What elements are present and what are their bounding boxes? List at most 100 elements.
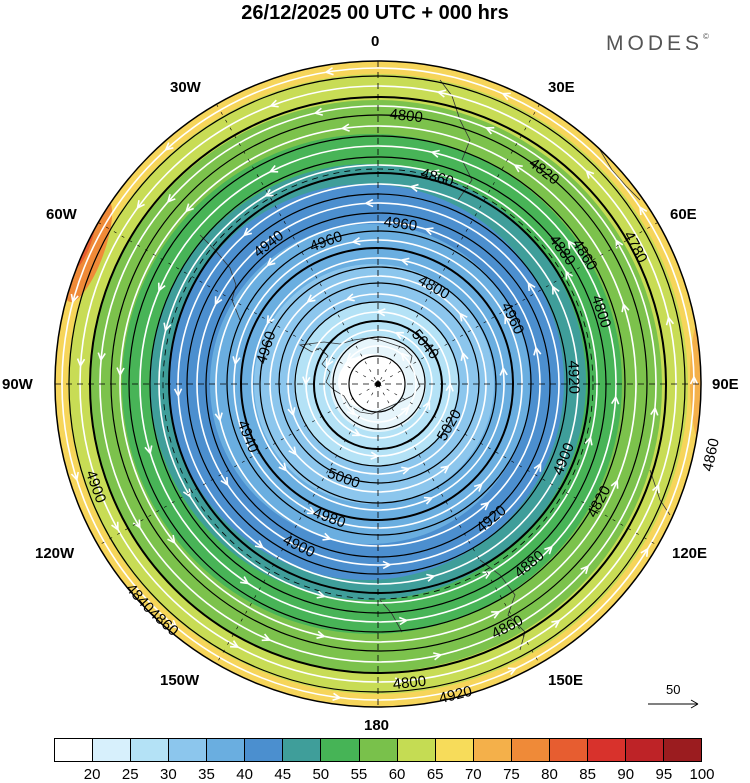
streamline-arrow (322, 532, 331, 541)
streamline-arrow (425, 227, 434, 236)
streamline-arrow (266, 257, 276, 266)
contour-label: 4960 (383, 213, 418, 234)
colorbar-swatch (206, 738, 245, 762)
streamline-arrow (287, 407, 296, 416)
label-30w: 30W (170, 79, 201, 96)
streamline-arrow (398, 616, 407, 626)
streamline-arrow (261, 633, 271, 642)
colorbar-swatch (396, 738, 435, 762)
streamline-arrow (314, 107, 324, 116)
streamline-arrow (567, 240, 576, 249)
streamline-arrow (565, 271, 574, 280)
streamline-arrow (167, 193, 176, 203)
height-contour (294, 301, 460, 467)
streamline-arrow (584, 437, 593, 446)
streamline-arrow (165, 142, 174, 151)
streamline-arrow (499, 367, 508, 376)
streamline-arrow (485, 126, 495, 135)
streamline-arrow (302, 376, 311, 385)
streamline-arrow (377, 308, 386, 317)
label-90w: 90W (2, 376, 33, 393)
speed-calm-center (338, 354, 406, 410)
colorbar-tick-label: 90 (617, 766, 635, 783)
streamline-arrow (316, 630, 325, 639)
colorbar-tick-label: 95 (655, 766, 673, 783)
colorbar-tick-label: 80 (541, 766, 558, 783)
colorbar-tick-label: 35 (198, 766, 215, 783)
streamline-arrow (232, 356, 241, 365)
streamline-arrow (306, 506, 316, 515)
colorbar-labels: 20 25 30 35 40 45 50 55 60 65 70 75 80 85 90 95 100 (54, 766, 715, 783)
streamline-arrow (365, 198, 374, 208)
streamline-arrow (480, 502, 490, 511)
colorbar-tick-label: 100 (689, 766, 715, 783)
colorbar-swatch (92, 738, 131, 762)
streamline-arrow (346, 406, 356, 416)
colorbar-swatch (663, 738, 703, 762)
streamline-arrow (580, 565, 589, 575)
reference-vector: 50 (646, 682, 706, 712)
streamline-arrow (422, 401, 431, 410)
label-120e: 120E (672, 545, 708, 562)
streamline-arrow (639, 206, 648, 216)
streamline-arrow (111, 521, 119, 531)
map-title: 26/12/2025 00 UTC + 000 hrs (241, 2, 509, 24)
streamline-arrow (394, 677, 403, 686)
streamline-arrow (352, 236, 361, 246)
colorbar-tick-label: 20 (83, 766, 101, 783)
height-contour (128, 135, 626, 633)
streamline (196, 202, 560, 566)
streamline-arrow (504, 315, 512, 325)
streamline-arrow (401, 466, 410, 475)
streamline-arrow (459, 312, 468, 322)
colorbar-tick-label: 65 (426, 766, 444, 783)
streamline-arrow (214, 296, 223, 305)
streamline-arrow (401, 257, 410, 266)
streamline-arrow (445, 383, 454, 392)
contour-label: 4800 (392, 673, 427, 693)
label-150w: 150W (160, 672, 200, 689)
streamline-arrow (341, 123, 350, 132)
streamline-arrow (610, 396, 620, 405)
streamline-arrow (551, 619, 560, 629)
label-60w: 60W (46, 206, 77, 223)
streamline (339, 345, 417, 423)
streamline-arrow (352, 428, 361, 437)
streamline-arrow (269, 164, 279, 173)
colorbar-swatch (320, 738, 359, 762)
colorbar-swatch (358, 738, 397, 762)
streamline-arrow (437, 89, 447, 98)
colorbar-swatch (54, 738, 93, 762)
height-contour (348, 355, 406, 413)
colorbar-swatch (472, 738, 511, 762)
height-contour (240, 247, 514, 521)
streamline-arrow (382, 560, 391, 570)
colorbar-swatch (434, 738, 473, 762)
streamline-arrow (533, 347, 542, 356)
streamline-arrow (491, 611, 500, 619)
colorbar-tick-label: 60 (388, 766, 406, 783)
streamline-arrow (116, 367, 125, 376)
streamline-arrow (665, 317, 675, 326)
streamline-arrow (346, 352, 356, 362)
colorbar-tick-label: 25 (121, 766, 139, 783)
colorbar-tick-label: 30 (160, 766, 177, 783)
streamline-arrow (332, 692, 341, 702)
streamline-arrow (173, 388, 183, 397)
streamline-arrow (650, 407, 659, 416)
height-contour (226, 230, 532, 536)
label-90e: 90E (712, 376, 739, 393)
colorbar-swatch (130, 738, 169, 762)
streamline-arrow (432, 652, 442, 661)
streamline-arrow (502, 92, 511, 101)
streamline-arrow (431, 149, 440, 158)
streamline-arrow (185, 203, 194, 212)
streamline-arrow (615, 239, 624, 249)
streamline-arrow (473, 483, 483, 492)
brand-logo: MODES© (606, 32, 709, 56)
streamline-arrow (157, 282, 166, 292)
antarctica-coast (298, 337, 421, 415)
streamline-arrow (325, 358, 334, 367)
streamline-arrow (585, 170, 595, 179)
streamline-arrow (507, 667, 517, 676)
